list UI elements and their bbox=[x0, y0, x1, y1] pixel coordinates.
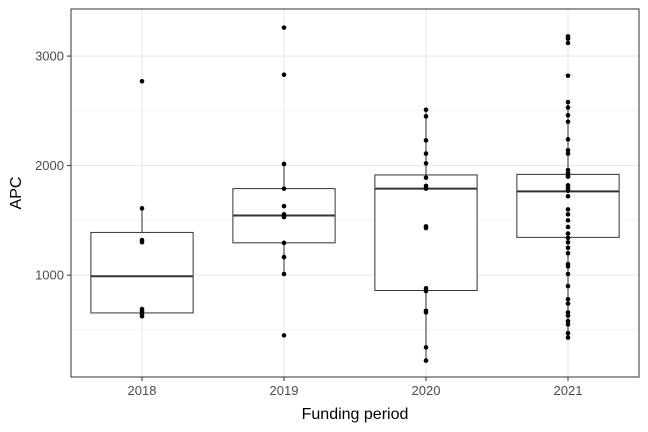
data-point bbox=[566, 74, 571, 79]
data-point bbox=[566, 251, 571, 256]
data-point bbox=[282, 204, 287, 209]
data-point bbox=[424, 114, 429, 119]
data-point bbox=[566, 297, 571, 302]
data-point bbox=[566, 240, 571, 245]
data-point bbox=[566, 231, 571, 236]
data-point bbox=[566, 207, 571, 212]
data-point bbox=[566, 272, 571, 277]
data-point bbox=[140, 240, 145, 245]
data-point bbox=[282, 215, 287, 220]
data-point bbox=[282, 186, 287, 191]
data-point bbox=[566, 212, 571, 217]
data-point bbox=[566, 301, 571, 306]
data-point bbox=[282, 255, 287, 260]
data-point bbox=[566, 194, 571, 199]
x-tick-label: 2020 bbox=[412, 383, 441, 398]
data-point bbox=[424, 310, 429, 315]
data-point bbox=[282, 72, 287, 77]
data-point bbox=[282, 241, 287, 246]
y-tick-label: 3000 bbox=[35, 49, 64, 64]
data-point bbox=[566, 313, 571, 318]
data-point bbox=[424, 186, 429, 191]
data-point bbox=[140, 79, 145, 84]
data-point bbox=[566, 137, 571, 142]
data-point bbox=[566, 245, 571, 250]
data-point bbox=[566, 331, 571, 336]
y-axis-title: APC bbox=[8, 177, 25, 210]
data-point bbox=[566, 322, 571, 327]
data-point bbox=[424, 107, 429, 112]
data-point bbox=[424, 161, 429, 166]
data-point bbox=[566, 36, 571, 41]
data-point bbox=[566, 218, 571, 223]
data-point bbox=[424, 138, 429, 143]
data-point bbox=[424, 358, 429, 363]
data-point bbox=[140, 206, 145, 211]
x-tick-label: 2021 bbox=[554, 383, 583, 398]
data-point bbox=[566, 113, 571, 118]
data-point bbox=[566, 151, 571, 156]
data-point bbox=[566, 105, 571, 110]
x-axis-title: Funding period bbox=[302, 406, 409, 423]
data-point bbox=[566, 236, 571, 241]
data-point bbox=[424, 289, 429, 294]
x-tick-label: 2019 bbox=[270, 383, 299, 398]
data-point bbox=[566, 284, 571, 289]
y-tick-label: 1000 bbox=[35, 268, 64, 283]
data-point bbox=[282, 272, 287, 277]
data-point bbox=[566, 41, 571, 46]
box-rect bbox=[375, 175, 477, 291]
data-point bbox=[282, 25, 287, 30]
data-point bbox=[424, 226, 429, 231]
data-point bbox=[566, 100, 571, 105]
y-tick-label: 2000 bbox=[35, 158, 64, 173]
x-tick-label: 2018 bbox=[128, 383, 157, 398]
data-point bbox=[424, 151, 429, 156]
data-point bbox=[282, 162, 287, 167]
data-point bbox=[566, 120, 571, 125]
data-point bbox=[424, 175, 429, 180]
data-point bbox=[566, 264, 571, 269]
data-point bbox=[566, 225, 571, 230]
data-point bbox=[140, 314, 145, 319]
data-point bbox=[566, 335, 571, 340]
data-point bbox=[424, 345, 429, 350]
data-point bbox=[282, 333, 287, 338]
data-point bbox=[566, 174, 571, 179]
data-point bbox=[566, 189, 571, 194]
